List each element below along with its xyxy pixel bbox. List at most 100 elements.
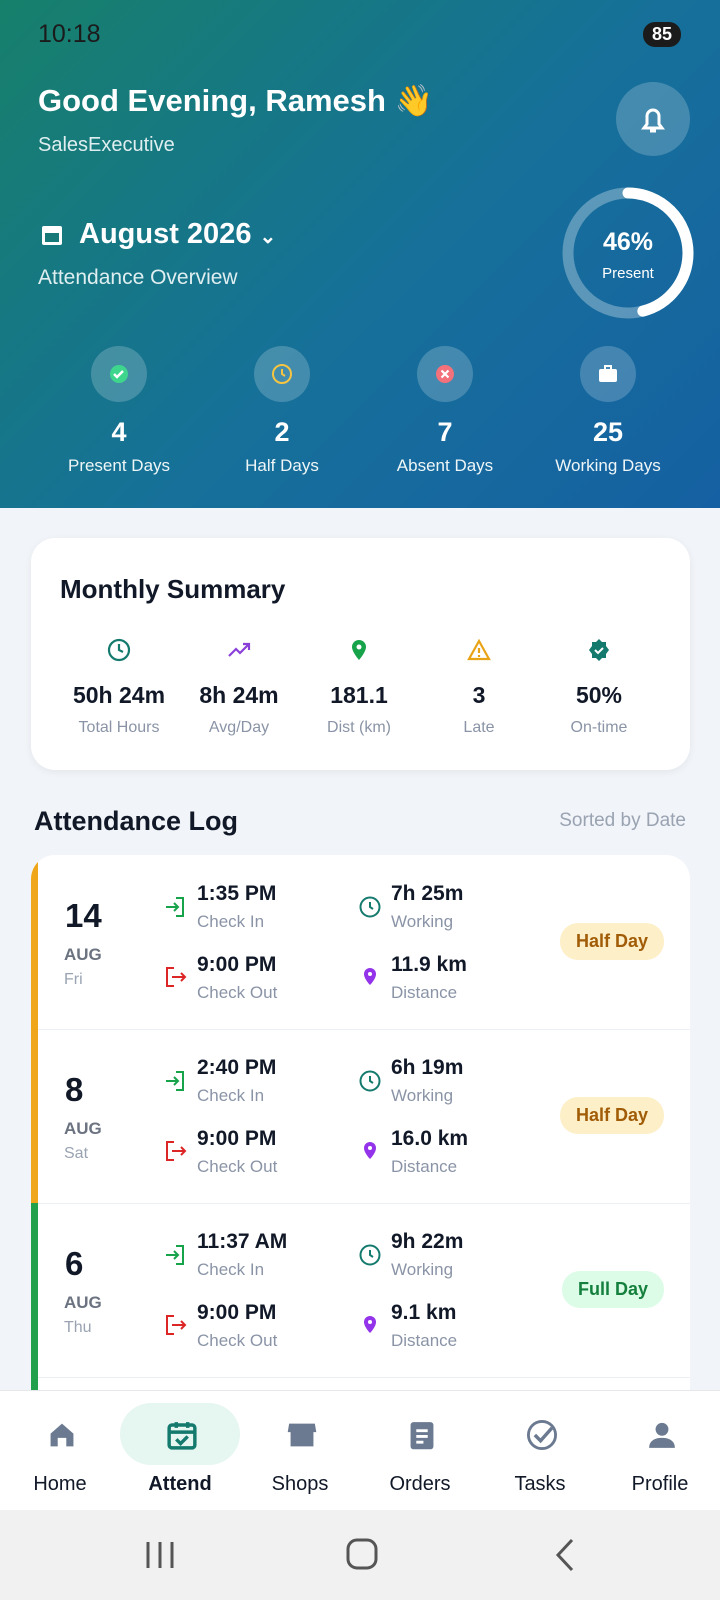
month: AUG: [64, 945, 102, 964]
summary-value: 181.1: [330, 682, 388, 708]
nav-label: Tasks: [514, 1473, 566, 1495]
check-in: 2:40 PM: [197, 1056, 277, 1079]
working: 9h 22m: [391, 1230, 464, 1253]
check-in-icon: [166, 897, 184, 917]
summary-value: 50%: [575, 682, 623, 708]
check-out-icon: [166, 967, 187, 987]
day: 8: [65, 1071, 84, 1108]
nav-label: Attend: [148, 1473, 212, 1495]
present-ring: [562, 187, 694, 319]
summary-label: Total Hours: [78, 719, 160, 736]
check-out: 9:00 PM: [197, 1127, 277, 1150]
summary-icon: [467, 638, 491, 661]
working: 7h 25m: [391, 882, 464, 905]
check-in-icon: [166, 1071, 184, 1091]
nav-item[interactable]: Tasks: [480, 1391, 600, 1511]
nav-item[interactable]: Home: [0, 1391, 120, 1511]
present-percent: 46%: [602, 228, 654, 256]
check-out: 9:00 PM: [197, 953, 277, 976]
nav-label: Shops: [271, 1473, 329, 1495]
status-stripe: [31, 1029, 38, 1203]
summary-value: 8h 24m: [199, 682, 279, 708]
stat-value: 2: [274, 417, 290, 447]
nav-item[interactable]: Attend: [120, 1391, 240, 1511]
stat-icon: [254, 346, 310, 402]
stat-glyph: [272, 364, 292, 384]
status-stripe: [31, 855, 38, 1029]
distance: 9.1 km: [391, 1301, 457, 1324]
summary-icon: [589, 639, 609, 661]
check-out-icon: [166, 1141, 187, 1161]
stat-label: Present Days: [67, 456, 171, 475]
nav-icon: [287, 1423, 317, 1447]
header: [0, 0, 720, 508]
summary-label: Dist (km): [327, 719, 391, 736]
nav-icon: [527, 1420, 557, 1450]
working-label: Working: [391, 1260, 454, 1279]
distance: 16.0 km: [391, 1127, 469, 1150]
day: 6: [65, 1245, 84, 1282]
stat-label: Absent Days: [396, 456, 494, 475]
check-out-label: Check Out: [197, 983, 278, 1002]
role: SalesExecutive: [38, 134, 175, 156]
nav-item[interactable]: Shops: [240, 1391, 360, 1511]
notification-button[interactable]: [616, 82, 690, 156]
stat-label: Working Days: [555, 456, 661, 475]
bottom-nav: Home Attend Shops Orders Tasks Profile: [0, 1390, 720, 1511]
log-entry[interactable]: 8 AUG Sat 2:40 PM Check In 9:00 PM Check Out 6h…: [31, 1029, 690, 1204]
nav-icon: [167, 1422, 197, 1450]
distance-label: Distance: [391, 1331, 458, 1350]
weekday: Thu: [64, 1319, 92, 1336]
log-entry[interactable]: 14 AUG Fri 1:35 PM Check In 9:00 PM Check Out 7…: [31, 855, 690, 1030]
check-in-icon: [166, 1245, 184, 1265]
status-badge: Full Day: [561, 1271, 664, 1308]
summary-icon: [228, 642, 251, 657]
stat-glyph: [110, 365, 128, 383]
month-selector[interactable]: August 2026 ⌄: [79, 218, 277, 250]
check-in: 1:35 PM: [197, 882, 277, 905]
stat-glyph: [599, 365, 617, 382]
summary-value: 3: [472, 682, 486, 708]
present-caption: Present: [602, 265, 654, 282]
summary-value: 50h 24m: [72, 682, 166, 708]
working-icon: [359, 896, 381, 918]
sort-label[interactable]: Sorted by Date: [559, 810, 686, 831]
nav-item[interactable]: Profile: [600, 1391, 720, 1511]
status-stripe: [31, 1203, 38, 1377]
system-buttons: [146, 1538, 574, 1572]
summary-label: Avg/Day: [208, 719, 270, 736]
summary-label: Late: [463, 719, 495, 736]
log-card: 14 AUG Fri 1:35 PM Check In 9:00 PM Check Out 7…: [31, 855, 690, 1415]
month: August 2026: [79, 218, 252, 250]
working-label: Working: [391, 1086, 454, 1105]
nav-item[interactable]: Orders: [360, 1391, 480, 1511]
status-badge: Half Day: [559, 1097, 664, 1134]
summary-icon: [107, 638, 131, 662]
nav-icon: [50, 1423, 74, 1447]
nav-icon: [649, 1422, 675, 1448]
check-in-label: Check In: [197, 912, 265, 931]
check-in: 11:37 AM: [197, 1230, 288, 1253]
stat-icon: [91, 346, 147, 402]
month: AUG: [64, 1293, 102, 1312]
calendar-icon: [42, 226, 62, 245]
distance-icon: [364, 968, 376, 985]
distance-icon: [364, 1316, 376, 1333]
log-title: Attendance Log: [34, 806, 239, 836]
stat-icon: [417, 346, 473, 402]
stat-value: 4: [111, 417, 127, 447]
status-badge: Half Day: [559, 923, 664, 960]
summary-icon: [352, 640, 366, 660]
working: 6h 19m: [391, 1056, 464, 1079]
distance-label: Distance: [391, 983, 458, 1002]
log-entry[interactable]: 6 AUG Thu 11:37 AM Check In 9:00 PM Check Out 9…: [31, 1203, 690, 1378]
stat-value: 25: [592, 417, 624, 447]
greeting: Good Evening, Ramesh 👋: [38, 83, 434, 118]
check-out-label: Check Out: [197, 1157, 278, 1176]
distance-label: Distance: [391, 1157, 458, 1176]
working-icon: [359, 1244, 381, 1266]
weekday: Sat: [64, 1145, 89, 1162]
nav-icon: [410, 1422, 434, 1450]
month: AUG: [64, 1119, 102, 1138]
